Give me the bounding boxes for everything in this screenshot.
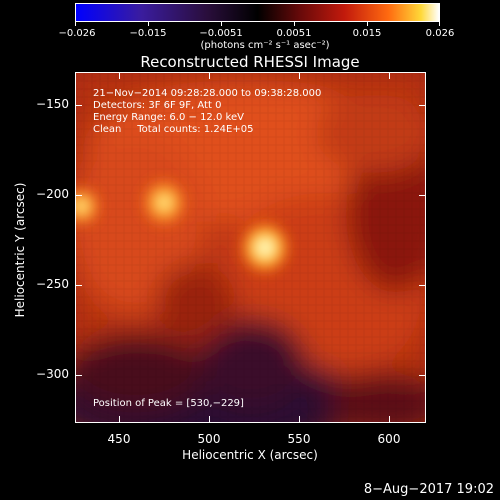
colorbar-tick — [221, 22, 222, 26]
y-tick — [76, 375, 82, 376]
y-tick-label: −200 — [36, 187, 69, 201]
annotation-time-range: 21−Nov−2014 09:28:28.000 to 09:38:28.000 — [93, 88, 322, 99]
colorbar-label: −0.026 — [58, 28, 96, 39]
timestamp: 8−Aug−2017 19:02 — [363, 482, 494, 497]
colorbar-tick — [75, 22, 76, 26]
colorbar-label: 0.026 — [425, 28, 455, 39]
colorbar-tick — [148, 22, 149, 26]
colorbar-tick — [367, 22, 368, 26]
sources-layer — [76, 175, 293, 277]
y-tick — [76, 105, 82, 106]
x-tick-label: 550 — [287, 432, 311, 446]
x-tick — [119, 416, 120, 422]
x-tick — [209, 73, 210, 79]
x-tick-label: 500 — [197, 432, 221, 446]
colorbar — [75, 3, 440, 22]
x-tick — [389, 416, 390, 422]
peak-source — [237, 218, 293, 277]
x-tick — [299, 416, 300, 422]
y-tick-label: −250 — [36, 277, 69, 291]
rhessi-image — [76, 73, 425, 422]
x-tick-label: 450 — [107, 432, 131, 446]
y-tick — [76, 195, 82, 196]
x-tick-label: 600 — [377, 432, 401, 446]
colorbar-label: 0.015 — [352, 28, 382, 39]
image-title: Reconstructed RHESSI Image — [140, 53, 360, 71]
x-tick — [119, 73, 120, 79]
colorbar-label: −0.0051 — [199, 28, 243, 39]
y-axis-title: Heliocentric Y (arcsec) — [13, 182, 27, 318]
colorbar-label: −0.015 — [129, 28, 167, 39]
annotation-energy-range: Energy Range: 6.0 − 12.0 keV — [93, 112, 244, 123]
y-tick — [419, 375, 425, 376]
rhessi-image-plot: 21−Nov−2014 09:28:28.000 to 09:38:28.000… — [75, 72, 426, 423]
annotation-detectors: Detectors: 3F 6F 9F, Att 0 — [93, 100, 222, 111]
y-tick — [419, 195, 425, 196]
colorbar-tick — [439, 22, 440, 26]
x-axis-title: Heliocentric X (arcsec) — [182, 448, 318, 462]
annotation-clean-counts: Clean Total counts: 1.24E+05 — [93, 124, 254, 135]
y-tick — [419, 285, 425, 286]
y-tick-label: −300 — [36, 367, 69, 381]
x-tick — [389, 73, 390, 79]
x-tick — [299, 73, 300, 79]
colorbar-label: 0.0051 — [276, 28, 312, 39]
x-tick — [209, 416, 210, 422]
annotation-peak-position: Position of Peak = [530,−229] — [93, 398, 244, 409]
y-tick — [76, 285, 82, 286]
colorbar-tick — [294, 22, 295, 26]
bright-source — [138, 175, 191, 230]
y-tick — [419, 105, 425, 106]
y-tick-label: −150 — [36, 97, 69, 111]
colorbar-units: (photons cm⁻² s⁻¹ asec⁻²) — [200, 40, 330, 51]
bright-source — [76, 183, 104, 230]
